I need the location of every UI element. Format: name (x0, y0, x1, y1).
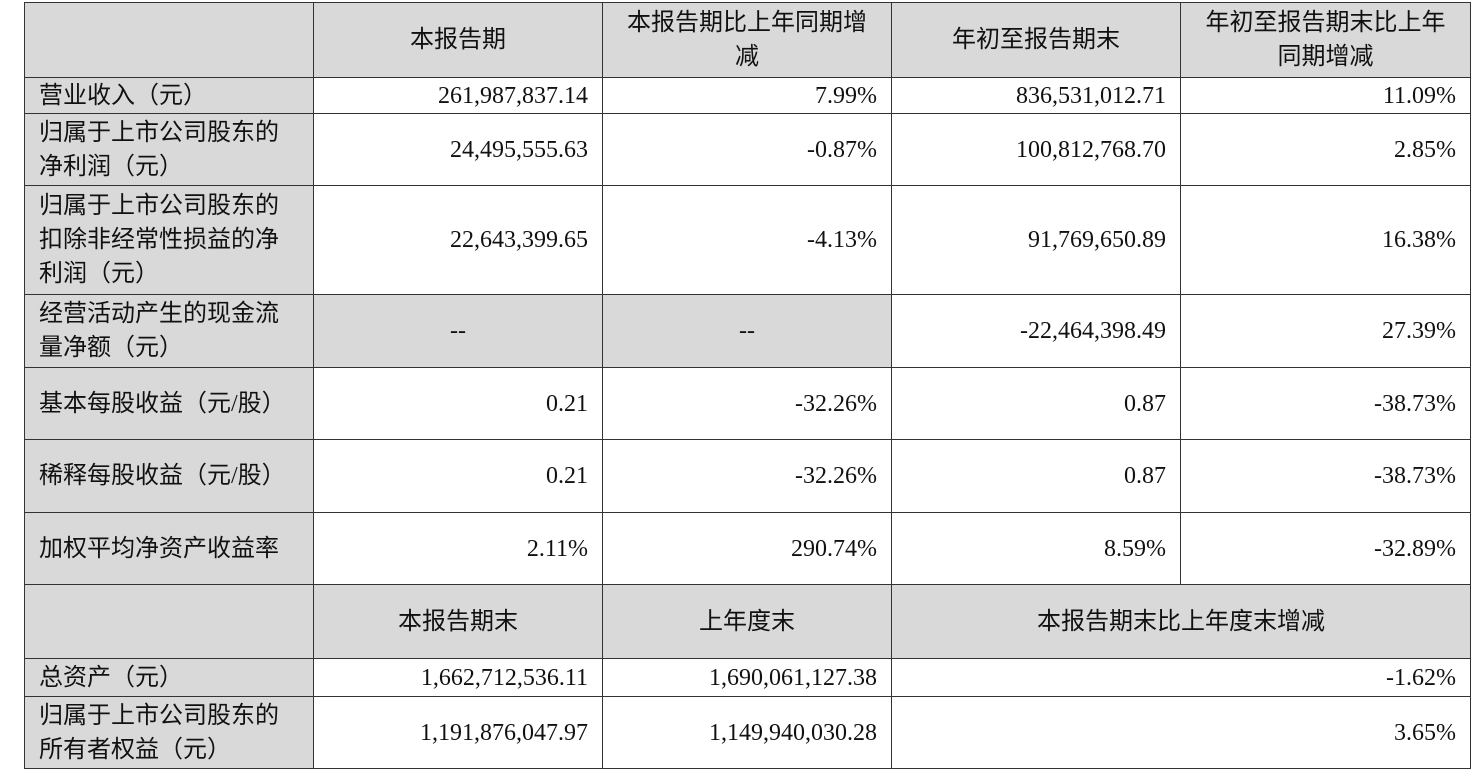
row-label: 归属于上市公司股东的净利润（元） (24, 113, 314, 186)
cell-value: 0.21 (313, 367, 603, 440)
cell-value: 1,662,712,536.11 (313, 658, 603, 697)
cell-value: -32.26% (602, 439, 892, 513)
cell-value: 290.74% (602, 512, 892, 585)
cell-value: -38.73% (1180, 439, 1471, 513)
cell-value: 1,149,940,030.28 (602, 696, 892, 769)
cell-value: 100,812,768.70 (891, 113, 1181, 186)
header-corner-cell (24, 584, 314, 659)
header-row-2: 本报告期末 上年度末 本报告期末比上年度末增减 (24, 584, 1471, 659)
cell-value: 91,769,650.89 (891, 185, 1181, 295)
header-prior-year-end: 上年度末 (602, 584, 892, 659)
row-label: 归属于上市公司股东的扣除非经常性损益的净利润（元） (24, 185, 314, 295)
cell-value: 16.38% (1180, 185, 1471, 295)
cell-value: 24,495,555.63 (313, 113, 603, 186)
cell-value: -1.62% (891, 658, 1471, 697)
table-row: 总资产（元） 1,662,712,536.11 1,690,061,127.38… (24, 658, 1471, 697)
table-row: 经营活动产生的现金流量净额（元） -- -- -22,464,398.49 27… (24, 294, 1471, 368)
cell-value: 0.87 (891, 367, 1181, 440)
row-label: 经营活动产生的现金流量净额（元） (24, 294, 314, 368)
cell-value: -22,464,398.49 (891, 294, 1181, 368)
cell-value: 3.65% (891, 696, 1471, 769)
cell-value: -- (602, 294, 892, 368)
cell-value: 27.39% (1180, 294, 1471, 368)
cell-value: 1,191,876,047.97 (313, 696, 603, 769)
cell-value: 2.85% (1180, 113, 1471, 186)
cell-value: 836,531,012.71 (891, 77, 1181, 114)
cell-value: -0.87% (602, 113, 892, 186)
header-current-period-yoy-change: 本报告期比上年同期增减 (602, 2, 892, 78)
cell-value: -32.26% (602, 367, 892, 440)
header-year-to-date: 年初至报告期末 (891, 2, 1181, 78)
header-period-end: 本报告期末 (313, 584, 603, 659)
row-label: 归属于上市公司股东的所有者权益（元） (24, 696, 314, 769)
header-year-to-date-yoy-change: 年初至报告期末比上年同期增减 (1180, 2, 1471, 78)
cell-value: 1,690,061,127.38 (602, 658, 892, 697)
cell-value: -- (313, 294, 603, 368)
cell-value: 22,643,399.65 (313, 185, 603, 295)
cell-value: 0.87 (891, 439, 1181, 513)
header-corner-cell (24, 2, 314, 78)
cell-value: 0.21 (313, 439, 603, 513)
table-row: 归属于上市公司股东的扣除非经常性损益的净利润（元） 22,643,399.65 … (24, 185, 1471, 295)
cell-value: 2.11% (313, 512, 603, 585)
row-label: 加权平均净资产收益率 (24, 512, 314, 585)
row-label: 稀释每股收益（元/股） (24, 439, 314, 513)
table-row: 稀释每股收益（元/股） 0.21 -32.26% 0.87 -38.73% (24, 439, 1471, 513)
header-period-end-change: 本报告期末比上年度末增减 (891, 584, 1471, 659)
table-row: 归属于上市公司股东的净利润（元） 24,495,555.63 -0.87% 10… (24, 113, 1471, 186)
cell-value: -4.13% (602, 185, 892, 295)
table-row: 加权平均净资产收益率 2.11% 290.74% 8.59% -32.89% (24, 512, 1471, 585)
table-row: 归属于上市公司股东的所有者权益（元） 1,191,876,047.97 1,14… (24, 696, 1471, 769)
cell-value: 11.09% (1180, 77, 1471, 114)
row-label: 营业收入（元） (24, 77, 314, 114)
cell-value: 261,987,837.14 (313, 77, 603, 114)
header-current-period: 本报告期 (313, 2, 603, 78)
row-label: 总资产（元） (24, 658, 314, 697)
table-row: 营业收入（元） 261,987,837.14 7.99% 836,531,012… (24, 77, 1471, 114)
cell-value: 8.59% (891, 512, 1181, 585)
cell-value: -32.89% (1180, 512, 1471, 585)
financial-indicators-table: 本报告期 本报告期比上年同期增减 年初至报告期末 年初至报告期末比上年同期增减 … (24, 2, 1471, 769)
cell-value: -38.73% (1180, 367, 1471, 440)
cell-value: 7.99% (602, 77, 892, 114)
table-row: 基本每股收益（元/股） 0.21 -32.26% 0.87 -38.73% (24, 367, 1471, 440)
header-row: 本报告期 本报告期比上年同期增减 年初至报告期末 年初至报告期末比上年同期增减 (24, 2, 1471, 78)
row-label: 基本每股收益（元/股） (24, 367, 314, 440)
